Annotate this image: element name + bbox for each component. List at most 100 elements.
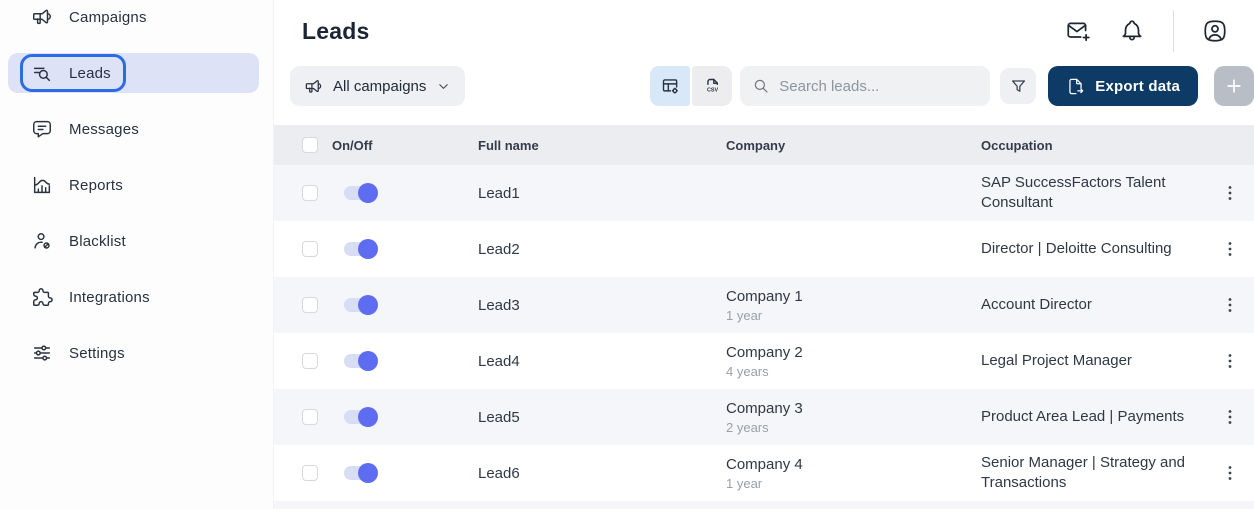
export-data-button[interactable]: Export data: [1048, 66, 1198, 106]
lead-name: Lead1: [478, 184, 520, 202]
message-icon: [31, 118, 53, 140]
puzzle-icon: [31, 286, 53, 308]
lead-company: Company 4 1 year: [726, 455, 803, 491]
lead-name: Lead4: [478, 352, 520, 370]
lead-company: [726, 192, 967, 194]
lead-on-off-toggle[interactable]: [344, 295, 378, 315]
sidebar-item-label: Reports: [69, 176, 123, 194]
lead-occupation: SAP SuccessFactors Talent Consultant: [981, 173, 1166, 211]
topbar: Leads: [274, 0, 1254, 62]
table-row: Lead2 Director | Deloitte Consulting: [274, 221, 1254, 277]
row-menu-kebab-icon[interactable]: [1218, 349, 1242, 373]
sidebar-item-reports[interactable]: Reports: [8, 165, 259, 205]
chevron-down-icon: [436, 79, 451, 94]
plus-icon: [1224, 76, 1244, 96]
search-input[interactable]: [779, 77, 979, 95]
column-header-occupation: Occupation: [981, 137, 1053, 153]
leads-icon: [31, 62, 53, 84]
table-header-row: On/Off Full name Company Occupation: [274, 125, 1254, 165]
megaphone-icon: [304, 77, 323, 96]
search-box: [740, 66, 991, 106]
sliders-icon: [31, 342, 53, 364]
table-row: Lead1 SAP SuccessFactors Talent Consulta…: [274, 165, 1254, 221]
search-icon: [752, 77, 770, 95]
row-menu-kebab-icon[interactable]: [1218, 293, 1242, 317]
lead-occupation: Product Area Lead | Payments: [981, 407, 1185, 425]
lead-occupation: Legal Project Manager: [981, 351, 1132, 369]
row-checkbox[interactable]: [302, 353, 318, 369]
user-block-icon: [31, 230, 53, 252]
lead-on-off-toggle[interactable]: [344, 407, 378, 427]
lead-company: [726, 248, 967, 250]
row-menu-kebab-icon[interactable]: [1218, 237, 1242, 261]
select-all-checkbox[interactable]: [302, 137, 318, 153]
table-settings-icon: [660, 76, 681, 97]
lead-company: Company 2 4 years: [726, 343, 803, 379]
funnel-icon: [1009, 77, 1028, 96]
toolbar: All campaigns Export data: [274, 66, 1254, 106]
sidebar-item-label: Settings: [69, 344, 125, 362]
row-checkbox[interactable]: [302, 409, 318, 425]
row-checkbox[interactable]: [302, 297, 318, 313]
lead-on-off-toggle[interactable]: [344, 463, 378, 483]
lead-occupation: Senior Manager | Strategy and Transactio…: [981, 453, 1186, 491]
lead-company: Company 3 2 years: [726, 399, 803, 435]
campaign-filter-dropdown[interactable]: All campaigns: [290, 66, 466, 106]
lead-occupation: Director | Deloitte Consulting: [981, 239, 1172, 257]
lead-name: Lead6: [478, 464, 520, 482]
row-menu-kebab-icon[interactable]: [1218, 181, 1242, 205]
sidebar-item-label: Messages: [69, 120, 139, 138]
chart-icon: [31, 174, 53, 196]
lead-on-off-toggle[interactable]: [344, 351, 378, 371]
row-menu-kebab-icon[interactable]: [1218, 461, 1242, 485]
table-row: Lead4 Company 2 4 years Legal Project Ma…: [274, 333, 1254, 389]
file-csv-icon: [702, 76, 723, 97]
table-row: Lead3 Company 1 1 year Account Director: [274, 277, 1254, 333]
sidebar-item-label: Blacklist: [69, 232, 126, 250]
notifications-bell-icon[interactable]: [1119, 18, 1145, 44]
topbar-actions: [1065, 10, 1228, 52]
column-header-on-off: On/Off: [332, 137, 373, 153]
row-menu-kebab-icon[interactable]: [1218, 405, 1242, 429]
sidebar-item-blacklist[interactable]: Blacklist: [8, 221, 259, 261]
view-toggle-group: [650, 66, 733, 106]
sidebar-nav: Campaigns Leads Messages Reports Blackli…: [0, 0, 273, 373]
lead-name: Lead3: [478, 296, 520, 314]
leads-table: On/Off Full name Company Occupation Lead…: [274, 125, 1254, 509]
table-row-partial: [274, 501, 1254, 509]
csv-view-button[interactable]: [692, 66, 733, 106]
row-checkbox[interactable]: [302, 465, 318, 481]
lead-name: Lead2: [478, 240, 520, 258]
table-row: Lead6 Company 4 1 year Senior Manager | …: [274, 445, 1254, 501]
filter-button[interactable]: [1000, 68, 1037, 104]
lead-name: Lead5: [478, 408, 520, 426]
sidebar-item-leads[interactable]: Leads: [8, 53, 259, 93]
sidebar-item-campaigns[interactable]: Campaigns: [8, 0, 259, 37]
topbar-divider: [1173, 10, 1174, 52]
new-message-icon[interactable]: [1065, 18, 1091, 44]
lead-occupation: Account Director: [981, 295, 1092, 313]
campaign-filter-label: All campaigns: [333, 77, 427, 95]
table-view-button[interactable]: [650, 66, 691, 106]
sidebar-item-label: Leads: [69, 64, 111, 82]
profile-avatar-icon[interactable]: [1202, 18, 1228, 44]
table-body: Lead1 SAP SuccessFactors Talent Consulta…: [274, 165, 1254, 501]
file-export-icon: [1066, 77, 1085, 96]
main-content: Leads All campaigns: [274, 0, 1254, 509]
sidebar-item-integrations[interactable]: Integrations: [8, 277, 259, 317]
sidebar-item-settings[interactable]: Settings: [8, 333, 259, 373]
sidebar-item-label: Campaigns: [69, 8, 147, 26]
row-checkbox[interactable]: [302, 185, 318, 201]
page-title: Leads: [302, 17, 370, 44]
export-data-label: Export data: [1095, 77, 1180, 95]
sidebar: Campaigns Leads Messages Reports Blackli…: [0, 0, 274, 509]
lead-company: Company 1 1 year: [726, 287, 803, 323]
megaphone-icon: [31, 6, 53, 28]
table-row: Lead5 Company 3 2 years Product Area Lea…: [274, 389, 1254, 445]
lead-on-off-toggle[interactable]: [344, 239, 378, 259]
sidebar-item-messages[interactable]: Messages: [8, 109, 259, 149]
row-checkbox[interactable]: [302, 241, 318, 257]
sidebar-item-label: Integrations: [69, 288, 150, 306]
lead-on-off-toggle[interactable]: [344, 183, 378, 203]
add-lead-button[interactable]: [1214, 66, 1254, 106]
